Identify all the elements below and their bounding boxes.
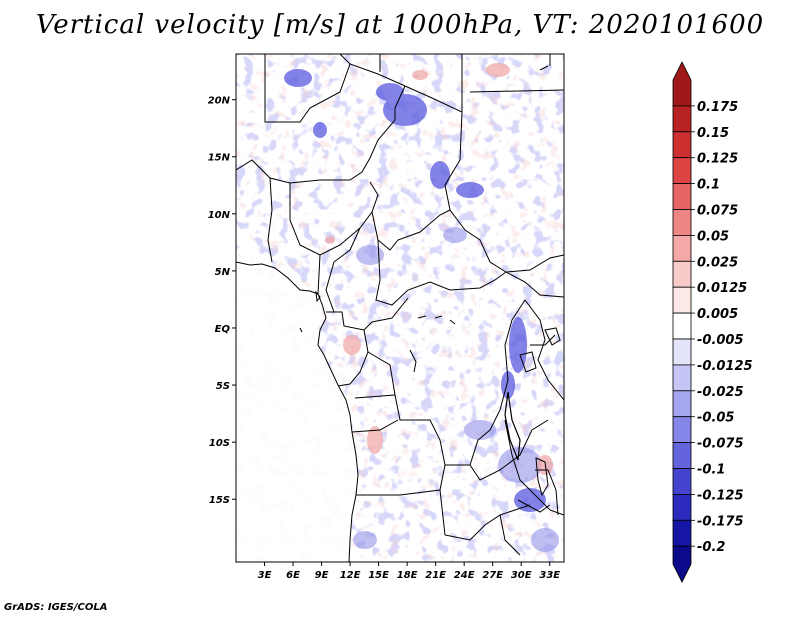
lat-tick-label: 5N [215,267,231,278]
lon-tick-label: 18E [397,570,418,581]
lat-tick-label: 10S [209,438,230,449]
lon-tick-label: 30E [511,570,532,581]
lon-tick-label: 15E [368,570,389,581]
colorbar-label: -0.0125 [697,359,753,374]
colorbar-swatch [672,468,692,495]
lon-tick-label: 9E [315,570,329,581]
lon-tick-label: 24E [454,570,475,581]
colorbar-label: -0.125 [697,488,744,503]
lon-tick-label: 6E [286,570,300,581]
lat-tick-label: 5S [216,381,230,392]
colorbar-label: 0.0125 [697,281,747,296]
colorbar-swatch [672,338,692,366]
colorbar-label: 0.025 [697,255,738,270]
lon-tick-label: 33E [539,570,560,581]
latitude-axis: 20N 15N 10N 5N EQ 5S 10S 15S [208,96,236,506]
lat-tick-label: 10N [208,210,231,221]
colorbar-swatch [672,493,692,521]
colorbar-label: -0.2 [697,540,725,555]
colorbar-swatch [672,416,692,444]
lat-tick-label: 15S [209,495,230,506]
lon-tick-label: 3E [258,570,272,581]
map-frame [235,53,565,563]
colorbar-label: 0.1 [697,178,720,193]
colorbar-label: 0.05 [697,229,729,244]
colorbar-label: -0.025 [697,385,744,400]
map-title: Vertical velocity [m/s] at 1000hPa, VT: … [35,10,765,40]
colorbar-swatch [672,234,692,262]
colorbar-label: 0.175 [697,100,738,115]
colorbar-swatch [672,131,692,159]
colorbar-swatch [672,157,692,184]
colorbar-label: 0.075 [697,204,738,219]
colorbar-label: -0.175 [697,514,744,529]
colorbar-label: -0.1 [697,463,725,478]
colorbar-swatch [672,442,692,469]
country-borders [236,54,564,562]
colorbar-label: -0.005 [697,333,744,348]
lon-tick-label: 27E [482,570,503,581]
colorbar-label: 0.125 [697,152,738,167]
colorbar-label: 0.005 [697,307,738,322]
colorbar-swatch [672,286,692,314]
colorbar-label: 0.15 [697,126,729,141]
colorbar-swatch [672,209,692,236]
lat-tick-label: EQ [215,324,231,335]
colorbar-label: -0.075 [697,437,744,452]
map-plot-area [236,54,564,562]
colorbar-swatch [672,519,692,547]
colorbar-swatch [672,312,692,340]
longitude-axis: 3E 6E 9E 12E 15E 18E 21E 24E 27E 30E 33E [258,562,560,581]
colorbar: 0.175 0.15 0.125 0.1 0.075 0.05 0.025 0.0125 0.0… [672,61,753,583]
colorbar-swatch [672,364,692,392]
lon-tick-label: 12E [340,570,361,581]
colorbar-swatch [672,390,692,418]
colorbar-swatch [672,545,692,583]
colorbar-label: -0.05 [697,411,734,426]
lon-tick-label: 21E [425,570,446,581]
colorbar-swatch [672,183,692,210]
grads-credit: GrADS: IGES/COLA [4,602,108,613]
lat-tick-label: 20N [208,96,231,107]
colorbar-swatch [672,61,692,107]
colorbar-swatch [672,260,692,288]
colorbar-swatch [672,105,692,133]
lat-tick-label: 15N [208,153,231,164]
